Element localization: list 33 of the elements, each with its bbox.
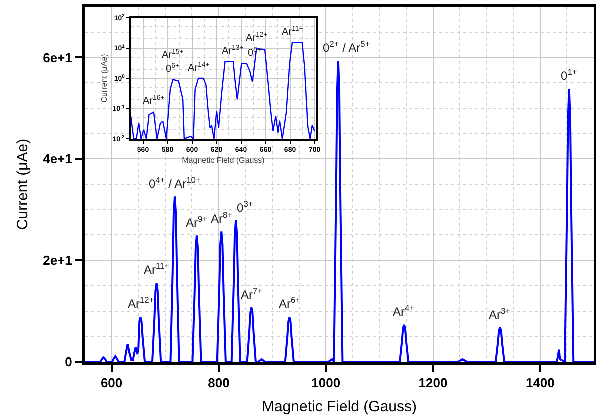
annotation: Ar$^{4+}$ (393, 303, 415, 320)
x-tick-label: 1400 (526, 376, 555, 391)
x-tick-label: 1000 (312, 376, 341, 391)
annotation: 0$^{6+}$ (166, 63, 180, 76)
annotation: Ar$^{8+}$ (211, 210, 233, 226)
y-axis-title: Current (μAe) (14, 138, 32, 230)
y-tick-label: 0 (65, 354, 72, 370)
x-tick-label: 800 (208, 376, 230, 391)
annotation: Ar$^{12+}$ (128, 295, 154, 312)
annotation: Ar$^{15+}$ (162, 49, 184, 62)
y-tick-label: 6e+1 (43, 50, 72, 66)
annotation: 0$^{1+}$ (561, 67, 578, 84)
annotation: Ar$^{6+}$ (279, 295, 301, 312)
x-tick-label: 1200 (418, 376, 448, 391)
annotation: Ar$^{11+}$ (282, 26, 304, 38)
annotation: 0$^{2+}$ / Ar$^{5+}$ (323, 39, 370, 56)
annotation: Ar$^{16+}$ (143, 95, 165, 108)
annotation: 0$^{4+}$ / Ar$^{10+}$ (149, 175, 201, 192)
y-axis-title: Current (μAe) (100, 54, 109, 103)
annotation: Ar$^{11+}$ (144, 261, 170, 278)
annotation: Ar$^{12+}$ (246, 32, 268, 44)
annotation: Ar$^{3+}$ (489, 306, 511, 322)
annotation: 0$^{3+}$ (237, 199, 254, 216)
x-axis-title: Magnetic Field (Gauss) (262, 398, 418, 416)
y-tick-label: 4e+1 (43, 152, 72, 167)
annotation: Ar$^{13+}$ (222, 45, 244, 58)
line-series (131, 42, 316, 139)
x-tick-label: 600 (100, 376, 123, 391)
annotation: Ar$^{14+}$ (188, 62, 210, 74)
x-axis-title: Magnetic Field (Gauss) (182, 156, 266, 165)
y-tick-label: 2e+1 (43, 253, 72, 268)
annotation: Ar$^{7+}$ (241, 286, 263, 302)
annotation: Ar$^{9+}$ (186, 214, 208, 230)
